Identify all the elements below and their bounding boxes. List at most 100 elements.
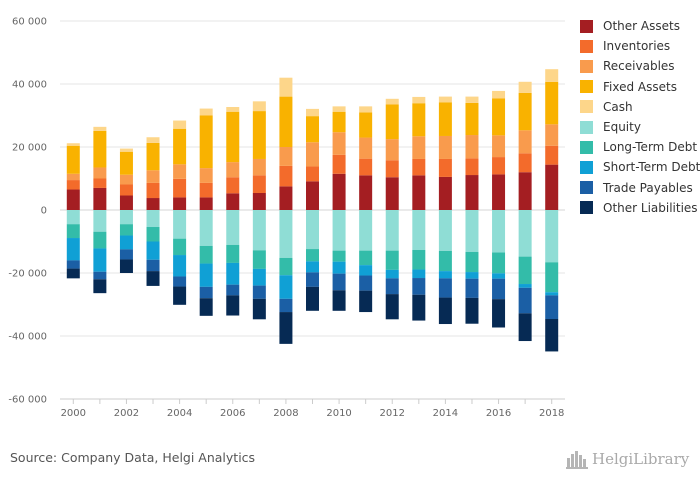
bar-segment — [545, 210, 559, 263]
legend-label: Other Liabilities — [603, 200, 698, 215]
bar-segment — [306, 108, 319, 117]
bar-segment — [279, 312, 293, 344]
bar-segment — [359, 250, 373, 266]
x-tick-label: 2012 — [380, 408, 405, 419]
bar-segment — [146, 142, 160, 171]
bar-segment — [173, 128, 187, 165]
bar-segment — [93, 248, 107, 272]
bar-segment — [173, 197, 187, 210]
legend-swatch — [580, 80, 593, 94]
bar-segment — [226, 295, 240, 316]
bar-segment — [119, 259, 133, 273]
bar-segment — [518, 313, 532, 342]
bar-segment — [199, 263, 213, 287]
bar-segment — [465, 297, 479, 324]
bar-segment — [226, 106, 240, 112]
bar-segment — [465, 210, 479, 252]
bar-segment — [66, 224, 80, 239]
bar-segment — [465, 251, 479, 273]
bar-segment — [66, 260, 80, 269]
bar-segment — [66, 238, 80, 261]
bar-segment — [66, 173, 80, 181]
bar-segment — [252, 175, 266, 193]
bar-segment — [412, 210, 426, 251]
bar-segment — [279, 210, 293, 258]
legend-item: Trade Payables — [580, 178, 700, 198]
bar-segment — [93, 130, 107, 168]
y-tick-label: 40 000 — [12, 80, 47, 91]
bars — [66, 69, 559, 352]
bar-segment — [385, 210, 399, 251]
legend-swatch — [580, 19, 593, 33]
bar-segment — [492, 135, 506, 158]
legend-swatch — [580, 140, 593, 154]
bar-segment — [252, 101, 266, 112]
x-tick-label: 2018 — [539, 408, 564, 419]
x-tick-label: 2002 — [114, 408, 139, 419]
legend-item: Inventories — [580, 36, 700, 56]
bar-segment — [226, 111, 240, 163]
bar-segment — [465, 96, 479, 103]
legend-item: Receivables — [580, 56, 700, 76]
x-tick-label: 2004 — [167, 408, 192, 419]
bar-segment — [332, 173, 346, 210]
bar-segment — [385, 278, 399, 295]
bar-segment — [226, 262, 240, 285]
bar-segment — [252, 285, 266, 299]
bar-segment — [492, 299, 506, 328]
bar-segment — [93, 271, 107, 280]
bar-segment — [385, 250, 399, 270]
bar-segment — [66, 145, 80, 174]
legend-swatch — [580, 39, 593, 53]
bar-segment — [385, 177, 399, 210]
x-tick-label: 2010 — [326, 408, 351, 419]
bar-segment — [279, 147, 293, 166]
bar-segment — [93, 231, 107, 249]
bar-segment — [93, 187, 107, 210]
bar-segment — [385, 160, 399, 178]
bar-segment — [332, 250, 346, 262]
legend-item: Other Assets — [580, 16, 700, 36]
bar-segment — [119, 224, 133, 236]
bar-segment — [332, 290, 346, 311]
x-tick-label: 2006 — [220, 408, 245, 419]
bar-segment — [438, 250, 452, 272]
bar-segment — [518, 284, 532, 288]
bar-segment — [518, 130, 532, 154]
bar-segment — [412, 103, 426, 137]
bar-segment — [252, 268, 266, 286]
bar-segment — [332, 273, 346, 291]
bar-segment — [146, 241, 160, 260]
x-tick-label: 2000 — [61, 408, 86, 419]
bar-segment — [146, 227, 160, 242]
bar-segment — [385, 294, 399, 320]
bar-segment — [332, 132, 346, 155]
bar-segment — [146, 210, 160, 228]
bar-segment — [385, 98, 399, 105]
y-tick-label: 20 000 — [12, 143, 47, 154]
bar-segment — [119, 148, 133, 152]
legend-label: Other Assets — [603, 19, 680, 34]
bar-segment — [252, 158, 266, 176]
bar-segment — [93, 167, 107, 179]
legend-swatch — [580, 201, 593, 215]
bar-segment — [66, 210, 80, 225]
bar-segment — [252, 250, 266, 269]
legend-label: Fixed Assets — [603, 79, 677, 94]
source-note: Source: Company Data, Helgi Analytics — [10, 450, 256, 465]
bar-segment — [119, 151, 133, 175]
legend-label: Short-Term Debt — [603, 160, 700, 175]
bar-segment — [146, 198, 160, 210]
axes: 60 000 40 000 20 000 0 -20 000 -40 000 -60 000… — [8, 17, 565, 419]
legend-label: Receivables — [603, 59, 675, 74]
bar-segment — [173, 164, 187, 179]
bar-segment — [146, 271, 160, 286]
bar-segment — [518, 92, 532, 131]
bar-segment — [306, 181, 319, 210]
bar-segment — [66, 268, 80, 279]
bar-segment — [199, 108, 213, 116]
bar-segment — [119, 249, 133, 260]
bar-segment — [173, 210, 187, 239]
bar-segment — [545, 81, 559, 125]
